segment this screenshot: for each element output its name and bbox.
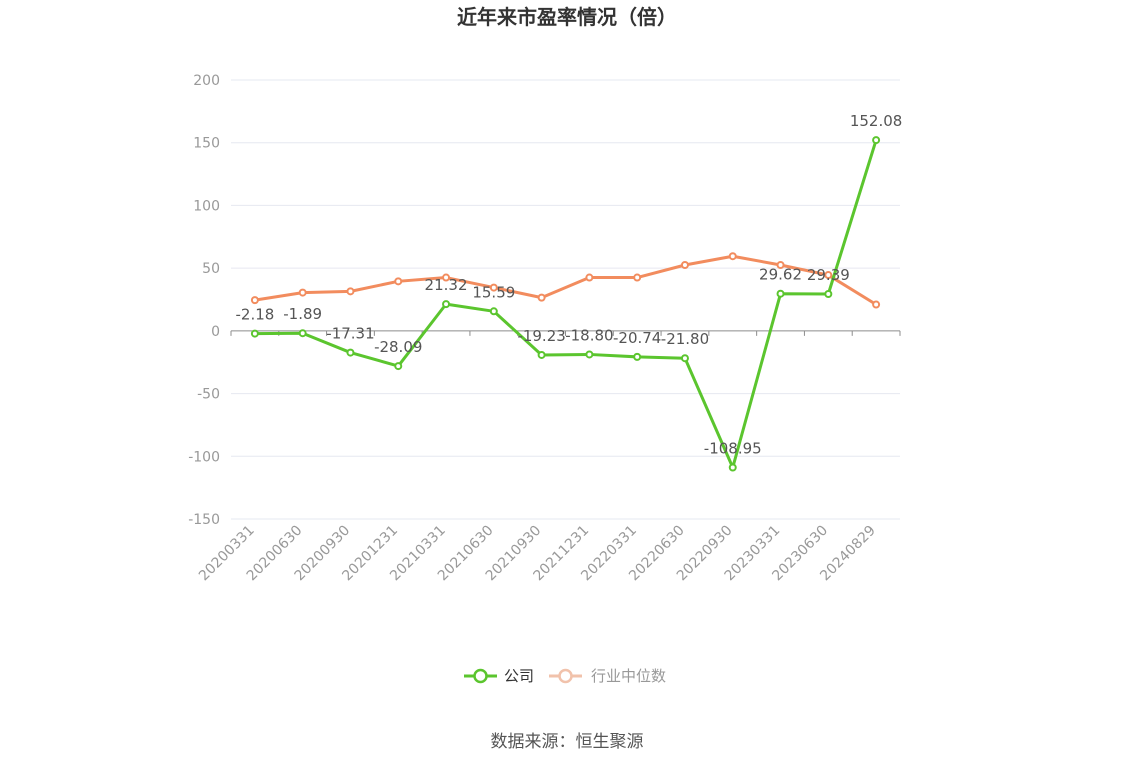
series-point-0[interactable]: [728, 463, 737, 472]
series-point-1[interactable]: [298, 288, 307, 297]
series-point-0[interactable]: [394, 362, 403, 371]
series-point-1[interactable]: [728, 252, 737, 261]
y-tick-label: 50: [202, 261, 220, 277]
legend-label: 公司: [504, 667, 534, 685]
grid-layer: [231, 79, 900, 520]
series-point-1[interactable]: [872, 300, 881, 309]
data-label: -28.09: [374, 338, 422, 356]
series-point-1[interactable]: [680, 261, 689, 270]
series-point-1[interactable]: [394, 277, 403, 286]
y-tick-label: 0: [211, 324, 220, 340]
series-point-0[interactable]: [442, 300, 451, 309]
y-tick-label: 150: [193, 136, 220, 152]
y-axis: -150 -100 -50 0 50 100 150 200: [188, 73, 220, 528]
series-point-0[interactable]: [489, 307, 498, 316]
series-point-0[interactable]: [633, 352, 642, 361]
y-tick-label: 100: [193, 198, 220, 214]
series-point-0[interactable]: [872, 136, 881, 145]
series-point-1[interactable]: [489, 283, 498, 292]
series-point-1[interactable]: [250, 296, 259, 305]
source-note: 数据来源：恒生聚源: [491, 732, 644, 752]
data-label: -18.80: [565, 326, 613, 344]
legend-marker-icon: [473, 668, 488, 684]
series-point-1[interactable]: [585, 273, 594, 282]
data-label: -2.18: [235, 306, 274, 324]
series-point-1[interactable]: [346, 287, 355, 296]
series-point-1[interactable]: [824, 271, 833, 280]
legend[interactable]: 公司 行业中位数: [464, 667, 666, 685]
series-point-0[interactable]: [776, 289, 785, 298]
y-tick-label: -100: [188, 449, 220, 465]
y-tick-label: 200: [193, 73, 220, 89]
series-point-0[interactable]: [585, 350, 594, 359]
data-label: 152.08: [850, 112, 903, 130]
series-point-1[interactable]: [442, 273, 451, 282]
x-axis: 2020033120200630202009302020123120210331…: [196, 330, 901, 584]
series-point-1[interactable]: [633, 273, 642, 282]
data-label: 15.59: [472, 283, 515, 301]
series-layer: [250, 136, 881, 472]
series-point-0[interactable]: [250, 329, 259, 338]
series-point-1[interactable]: [537, 293, 546, 302]
data-label: -1.89: [283, 305, 322, 323]
legend-item-0[interactable]: 公司: [464, 667, 534, 685]
series-point-0[interactable]: [680, 354, 689, 363]
data-label: 29.62: [759, 266, 802, 284]
data-label: -17.31: [326, 325, 374, 343]
legend-label: 行业中位数: [591, 667, 666, 685]
series-point-0[interactable]: [298, 329, 307, 338]
series-point-1[interactable]: [776, 261, 785, 270]
series-point-0[interactable]: [537, 350, 546, 359]
chart-title: 近年来市盈率情况（倍）: [457, 5, 677, 29]
data-label: -21.80: [661, 330, 709, 348]
y-tick-label: -50: [197, 387, 220, 403]
legend-marker-icon: [558, 668, 573, 684]
legend-item-1[interactable]: 行业中位数: [549, 667, 666, 685]
series-line-1: [254, 254, 877, 306]
data-label: 21.32: [425, 276, 468, 294]
series-point-0[interactable]: [346, 348, 355, 357]
series-point-0[interactable]: [824, 289, 833, 298]
data-label: 29.39: [807, 266, 850, 284]
y-tick-label: -150: [188, 512, 220, 528]
data-label: -19.23: [517, 327, 565, 345]
data-label: -108.95: [704, 440, 762, 458]
data-label: -20.74: [613, 329, 661, 347]
series-line-0: [254, 139, 878, 470]
